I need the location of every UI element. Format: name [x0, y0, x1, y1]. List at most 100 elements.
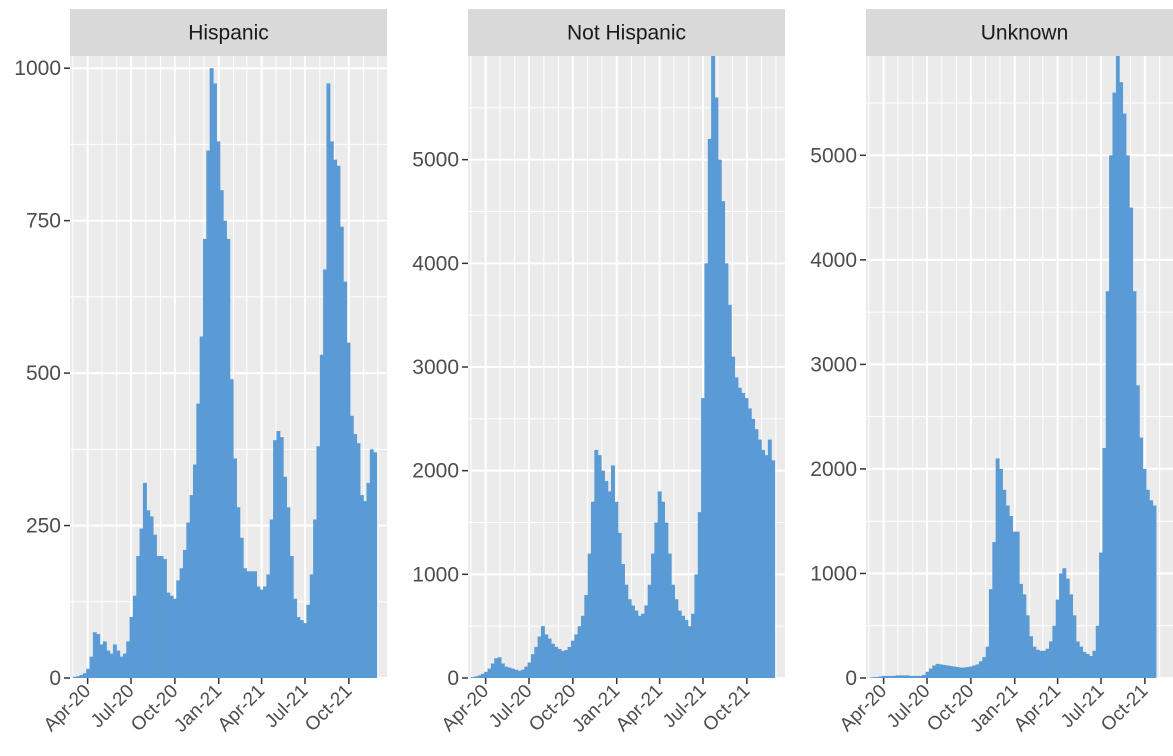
- x-tick-label: Jan-21: [966, 681, 1022, 737]
- histogram-bar: [102, 641, 107, 678]
- histogram-bar: [239, 537, 244, 678]
- histogram-bar: [724, 263, 729, 678]
- histogram-bar: [744, 398, 749, 678]
- histogram-bar: [1009, 515, 1013, 678]
- histogram-bar: [269, 519, 274, 678]
- histogram-bar: [253, 571, 257, 678]
- histogram-bar: [952, 666, 957, 678]
- y-tick-label: 750: [26, 210, 61, 233]
- histogram-bar: [644, 605, 649, 678]
- histogram-bar: [671, 584, 676, 678]
- x-tick-label: Oct-20: [127, 681, 182, 736]
- histogram-bar: [1035, 649, 1040, 678]
- histogram-bar: [962, 667, 967, 678]
- histogram-bar: [584, 595, 589, 678]
- histogram-bar: [761, 449, 766, 678]
- x-tick-label: Apr-20: [438, 681, 493, 736]
- histogram-bar: [564, 650, 569, 678]
- histogram-bar: [751, 418, 756, 678]
- histogram-bar: [1125, 155, 1130, 678]
- histogram-bar: [279, 437, 284, 678]
- histogram-bar: [1062, 568, 1067, 678]
- histogram-bar: [667, 553, 672, 678]
- histogram-bar: [216, 141, 221, 678]
- y-tick-label: 250: [26, 515, 61, 538]
- histogram-bar: [159, 556, 164, 678]
- y-tick-label: 1000: [412, 563, 459, 586]
- histogram-bar: [79, 674, 84, 678]
- histogram-bar: [339, 226, 344, 678]
- facet-title: Unknown: [981, 22, 1069, 45]
- histogram-bar: [226, 238, 231, 678]
- x-tick-label: Apr-21: [612, 681, 667, 736]
- histogram-bar: [296, 617, 301, 678]
- histogram-bar: [697, 512, 702, 678]
- histogram-bar: [1069, 594, 1074, 678]
- histogram-bar: [1129, 207, 1134, 678]
- histogram-bar: [176, 580, 181, 678]
- histogram-bar: [316, 446, 321, 678]
- bars: [868, 56, 1157, 678]
- histogram-bar: [346, 342, 351, 678]
- histogram-bar: [978, 661, 983, 678]
- y-tick-label: 3000: [810, 353, 857, 376]
- histogram-bar: [621, 563, 625, 678]
- histogram-bar: [611, 465, 615, 678]
- y-tick-label: 3000: [412, 356, 459, 379]
- histogram-bar: [1149, 500, 1154, 678]
- histogram-bar: [366, 482, 371, 678]
- x-tick-label: Oct-20: [525, 681, 580, 736]
- y-tick-label: 1000: [14, 57, 61, 80]
- histogram-bar: [72, 676, 77, 678]
- histogram-bar: [266, 574, 271, 678]
- histogram-bar: [196, 403, 201, 678]
- facet-strip: [70, 9, 387, 56]
- histogram-bar: [654, 522, 659, 678]
- histogram-bar: [945, 665, 950, 678]
- histogram-bar: [631, 605, 635, 678]
- y-tick-label: 4000: [810, 249, 857, 272]
- histogram-bar: [637, 615, 642, 678]
- histogram-bar: [530, 654, 535, 678]
- histogram-bar: [747, 408, 752, 678]
- histogram-bar: [1135, 385, 1140, 678]
- histogram-bar: [577, 626, 582, 678]
- histogram-bar: [494, 658, 499, 678]
- histogram-bar: [657, 491, 662, 678]
- histogram-bar: [209, 68, 214, 678]
- histogram-bar: [651, 553, 655, 678]
- histogram-bar: [721, 201, 726, 678]
- histogram-bar: [965, 667, 970, 678]
- histogram-bar: [1019, 583, 1023, 678]
- facet-title: Hispanic: [188, 22, 269, 45]
- histogram-bar: [988, 589, 993, 678]
- histogram-bar: [771, 460, 776, 678]
- histogram-bar: [206, 150, 211, 678]
- histogram-bar: [510, 668, 515, 678]
- histogram-bar: [912, 675, 917, 678]
- x-tick-label: Jan-21: [170, 681, 226, 737]
- histogram-bar: [490, 663, 495, 678]
- histogram-bar: [757, 439, 762, 678]
- histogram-bar: [132, 595, 137, 678]
- histogram-bar: [1112, 92, 1117, 678]
- histogram-bar: [905, 675, 910, 678]
- histogram-bar: [942, 664, 947, 678]
- histogram-bar: [681, 615, 686, 678]
- histogram-bar: [470, 676, 475, 678]
- histogram-bar: [872, 677, 877, 678]
- histogram-bar: [717, 159, 722, 678]
- histogram-bar: [189, 495, 194, 678]
- histogram-bar: [600, 470, 605, 678]
- histogram-bar: [1152, 505, 1157, 678]
- histogram-bar: [356, 443, 361, 678]
- histogram-bar: [146, 510, 151, 678]
- x-tick-label: Oct-21: [699, 681, 754, 736]
- histogram-bar: [664, 522, 669, 678]
- histogram-bar: [323, 269, 328, 678]
- y-tick-label: 2000: [412, 460, 459, 483]
- histogram-bar: [1105, 291, 1110, 678]
- histogram-bar: [263, 586, 267, 678]
- histogram-bar: [998, 468, 1003, 678]
